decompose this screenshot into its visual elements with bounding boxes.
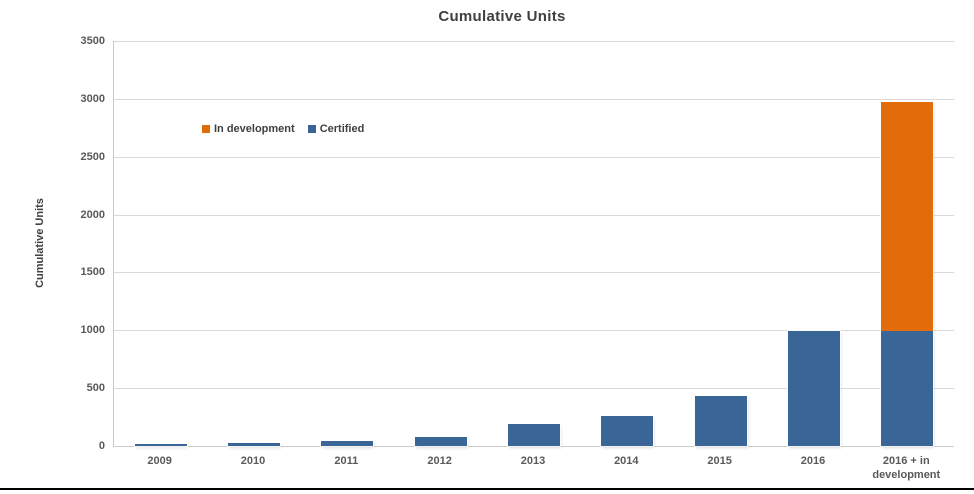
bar-slot-2011: [301, 41, 394, 446]
bar-slot-2014: [581, 41, 674, 446]
bar-slot-2012: [394, 41, 487, 446]
bar-segment-certified: [227, 443, 280, 446]
bottom-border-line: [0, 488, 974, 490]
bar-slot-2009: [114, 41, 207, 446]
bar-2016 + in development: [881, 102, 934, 446]
gridline-2000: [114, 215, 954, 216]
legend-label-in-development: In development: [214, 123, 295, 135]
y-tick-label-2500: 2500: [80, 151, 105, 163]
y-axis-tick-labels: 0 500 1000 1500 2000 2500 3000 3500: [0, 35, 105, 452]
gridline-3000: [114, 99, 954, 100]
bar-slot-2016 + in development: [861, 41, 954, 446]
gridline-1500: [114, 272, 954, 273]
bar-2016: [787, 331, 840, 446]
legend-label-certified: Certified: [319, 123, 365, 135]
x-tick-label-2016-+-in-development: 2016 + in development: [872, 455, 941, 481]
legend: In development Certified: [202, 123, 364, 135]
legend-swatch-in-development-icon: [202, 125, 210, 133]
legend-item-certified: Certified: [307, 123, 365, 135]
x-tick-label-2013: 2013: [520, 455, 546, 467]
x-tick-label-2015: 2015: [707, 455, 732, 467]
bar-2009: [134, 444, 187, 446]
chart-title: Cumulative Units: [438, 8, 566, 25]
y-tick-label-2000: 2000: [80, 209, 105, 221]
x-tick-label-2012: 2012: [427, 455, 452, 467]
bar-segment-certified: [134, 444, 187, 446]
bar-segment-certified: [414, 437, 467, 446]
bar-slot-2015: [674, 41, 767, 446]
x-tick-label-2009: 2009: [147, 455, 172, 467]
bar-segment-certified: [601, 416, 654, 446]
bar-segment-certified: [321, 441, 374, 446]
bar-segment-certified: [881, 331, 934, 446]
x-axis-tick-labels: 2009 2010 2011 2012 2013 2014 2015 2016 2016 + i…: [113, 454, 953, 482]
gridline-3500: [114, 41, 954, 42]
bar-slot-2016: [767, 41, 860, 446]
bar-segment-certified: [787, 331, 840, 446]
bar-segment-certified: [507, 424, 560, 446]
bar-2014: [601, 416, 654, 446]
y-tick-label-1500: 1500: [80, 266, 105, 278]
gridline-500: [114, 388, 954, 389]
x-tick-label-2011: 2011: [334, 455, 359, 467]
legend-swatch-certified-icon: [307, 125, 316, 133]
bar-2013: [507, 424, 560, 446]
plot-area: [113, 41, 954, 447]
bar-2011: [321, 441, 374, 446]
bar-slot-2013: [487, 41, 580, 446]
y-tick-label-0: 0: [98, 440, 105, 452]
bar-series: [114, 41, 954, 446]
legend-item-in-development: In development: [202, 123, 295, 135]
gridline-1000: [114, 330, 954, 331]
x-tick-label-2016: 2016: [800, 455, 826, 467]
bar-2015: [694, 396, 747, 446]
y-tick-label-3000: 3000: [80, 93, 105, 105]
gridline-2500: [114, 157, 954, 158]
y-tick-label-3500: 3500: [80, 35, 105, 47]
x-tick-label-2014: 2014: [614, 455, 639, 467]
x-tick-label-2010: 2010: [240, 455, 266, 467]
bar-2010: [227, 443, 280, 446]
bar-slot-2010: [207, 41, 300, 446]
y-tick-label-1000: 1000: [80, 324, 105, 336]
bar-2012: [414, 437, 467, 446]
y-tick-label-500: 500: [86, 382, 105, 394]
bar-segment-certified: [694, 396, 747, 446]
bar-segment-in-development: [881, 102, 934, 331]
